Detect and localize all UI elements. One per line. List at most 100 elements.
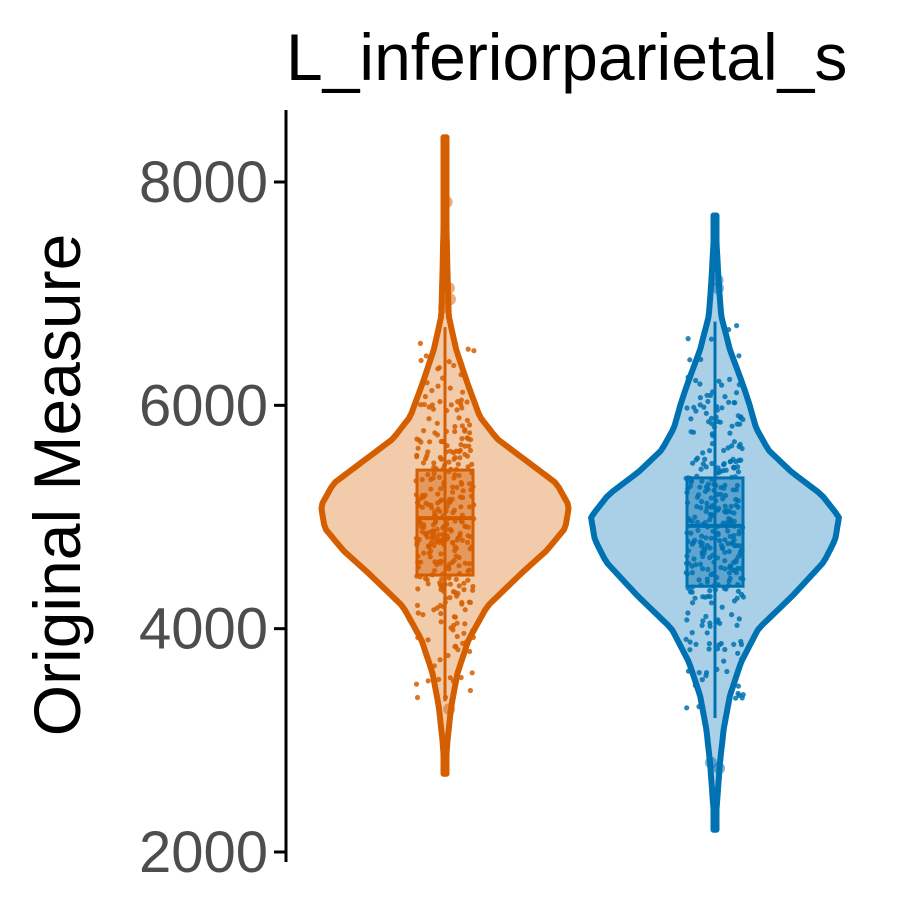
- data-point: [445, 652, 451, 659]
- data-point: [708, 495, 714, 501]
- data-point: [704, 392, 710, 398]
- data-point: [731, 641, 737, 648]
- data-point: [740, 594, 747, 600]
- data-point: [732, 543, 738, 549]
- data-point: [714, 666, 720, 673]
- violin-groups: [318, 134, 842, 833]
- data-point: [707, 594, 713, 600]
- data-point: [422, 394, 428, 400]
- data-point: [699, 499, 705, 505]
- data-point: [436, 532, 442, 538]
- data-point: [722, 503, 728, 509]
- y-tick-label: 8000: [139, 150, 268, 215]
- data-point: [720, 496, 726, 502]
- data-point: [451, 557, 457, 564]
- data-point: [740, 692, 746, 698]
- data-point: [449, 540, 456, 546]
- data-point: [440, 525, 446, 531]
- data-point: [452, 428, 458, 435]
- data-point: [469, 461, 475, 467]
- data-point: [464, 639, 470, 645]
- data-point: [455, 590, 461, 597]
- data-point: [712, 535, 718, 541]
- data-point: [462, 451, 468, 457]
- data-point: [424, 380, 430, 386]
- data-point: [435, 500, 441, 506]
- data-point: [453, 576, 459, 582]
- data-point: [459, 405, 465, 411]
- data-point: [736, 616, 742, 622]
- data-point: [733, 695, 739, 701]
- data-point: [691, 556, 697, 562]
- data-point: [467, 687, 473, 694]
- data-point: [687, 647, 693, 653]
- data-point: [470, 634, 476, 641]
- data-point: [697, 395, 704, 401]
- data-point: [458, 442, 464, 448]
- data-point: [443, 449, 449, 455]
- data-point: [460, 640, 466, 646]
- data-point: [722, 566, 728, 572]
- data-point: [698, 505, 704, 511]
- data-point: [446, 566, 452, 572]
- data-point: [697, 402, 703, 408]
- violin-group: [588, 212, 842, 833]
- data-point: [694, 455, 701, 461]
- data-point: [444, 503, 450, 509]
- data-point: [730, 487, 736, 493]
- data-point: [447, 595, 453, 601]
- data-point: [438, 438, 444, 445]
- data-point: [428, 486, 434, 492]
- data-point: [466, 561, 472, 567]
- data-point: [690, 600, 696, 606]
- data-point: [692, 514, 698, 520]
- data-point: [431, 568, 438, 574]
- data-point: [711, 559, 717, 565]
- data-point: [450, 484, 456, 490]
- outlier-point: [711, 282, 724, 295]
- data-point: [722, 394, 728, 400]
- data-point: [685, 610, 691, 616]
- data-point: [727, 430, 733, 436]
- data-point: [457, 494, 463, 500]
- data-point: [706, 419, 712, 425]
- data-point: [470, 583, 476, 590]
- data-point: [452, 614, 458, 620]
- data-point: [718, 564, 724, 571]
- data-point: [426, 550, 432, 556]
- data-point: [684, 405, 690, 411]
- outlier-point: [438, 301, 451, 314]
- data-point: [704, 504, 710, 510]
- data-point: [434, 526, 440, 532]
- violin-group: [318, 134, 572, 777]
- data-point: [464, 417, 470, 423]
- y-axis-ticks: 2000 4000 6000 8000: [139, 150, 286, 885]
- data-point: [443, 508, 449, 514]
- data-point: [449, 496, 455, 502]
- data-point: [471, 348, 477, 354]
- data-point: [444, 536, 450, 542]
- data-point: [415, 586, 421, 592]
- data-point: [446, 359, 452, 365]
- data-point: [456, 449, 462, 455]
- data-point: [735, 650, 741, 656]
- data-point: [687, 483, 694, 489]
- chart-title: L_inferiorparietal_s: [286, 20, 847, 94]
- data-point: [417, 402, 424, 408]
- data-point: [467, 648, 473, 655]
- data-point: [456, 472, 462, 479]
- data-point: [438, 610, 444, 617]
- data-point: [431, 607, 437, 613]
- data-point: [710, 433, 716, 439]
- data-point: [441, 581, 447, 587]
- data-point: [455, 647, 461, 653]
- data-point: [466, 481, 473, 487]
- data-point: [736, 528, 743, 534]
- data-point: [425, 678, 431, 684]
- data-point: [719, 382, 725, 388]
- data-point: [465, 568, 471, 574]
- data-point: [723, 509, 729, 515]
- data-point: [698, 543, 704, 549]
- data-point: [735, 469, 742, 475]
- data-point: [721, 461, 727, 467]
